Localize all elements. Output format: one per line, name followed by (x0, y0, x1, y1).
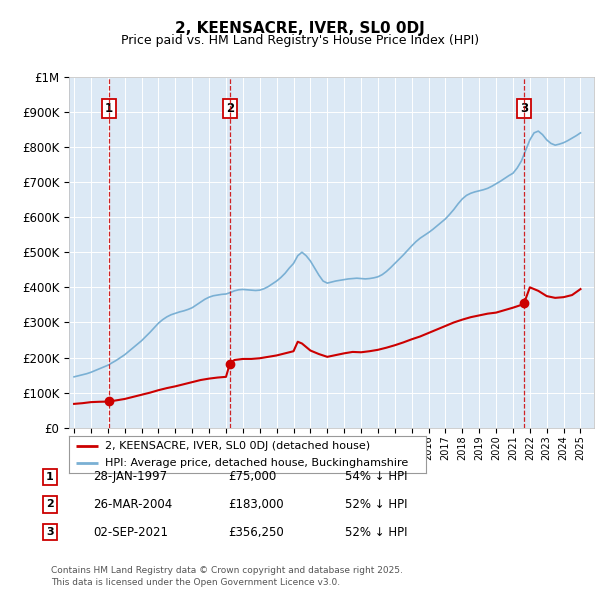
Text: HPI: Average price, detached house, Buckinghamshire: HPI: Average price, detached house, Buck… (105, 458, 408, 468)
Text: 26-MAR-2004: 26-MAR-2004 (93, 498, 172, 511)
Text: £183,000: £183,000 (228, 498, 284, 511)
Text: 3: 3 (520, 102, 529, 115)
Text: 28-JAN-1997: 28-JAN-1997 (93, 470, 167, 483)
Text: 2, KEENSACRE, IVER, SL0 0DJ: 2, KEENSACRE, IVER, SL0 0DJ (175, 21, 425, 35)
Text: £75,000: £75,000 (228, 470, 276, 483)
Text: 02-SEP-2021: 02-SEP-2021 (93, 526, 168, 539)
Text: 54% ↓ HPI: 54% ↓ HPI (345, 470, 407, 483)
Text: Price paid vs. HM Land Registry's House Price Index (HPI): Price paid vs. HM Land Registry's House … (121, 34, 479, 47)
Text: 2: 2 (46, 500, 53, 509)
Text: £356,250: £356,250 (228, 526, 284, 539)
Text: Contains HM Land Registry data © Crown copyright and database right 2025.
This d: Contains HM Land Registry data © Crown c… (51, 566, 403, 587)
Text: 3: 3 (46, 527, 53, 537)
Text: 2: 2 (226, 102, 234, 115)
Text: 52% ↓ HPI: 52% ↓ HPI (345, 498, 407, 511)
Text: 2, KEENSACRE, IVER, SL0 0DJ (detached house): 2, KEENSACRE, IVER, SL0 0DJ (detached ho… (105, 441, 370, 451)
Text: 1: 1 (105, 102, 113, 115)
Text: 52% ↓ HPI: 52% ↓ HPI (345, 526, 407, 539)
Text: 1: 1 (46, 472, 53, 481)
